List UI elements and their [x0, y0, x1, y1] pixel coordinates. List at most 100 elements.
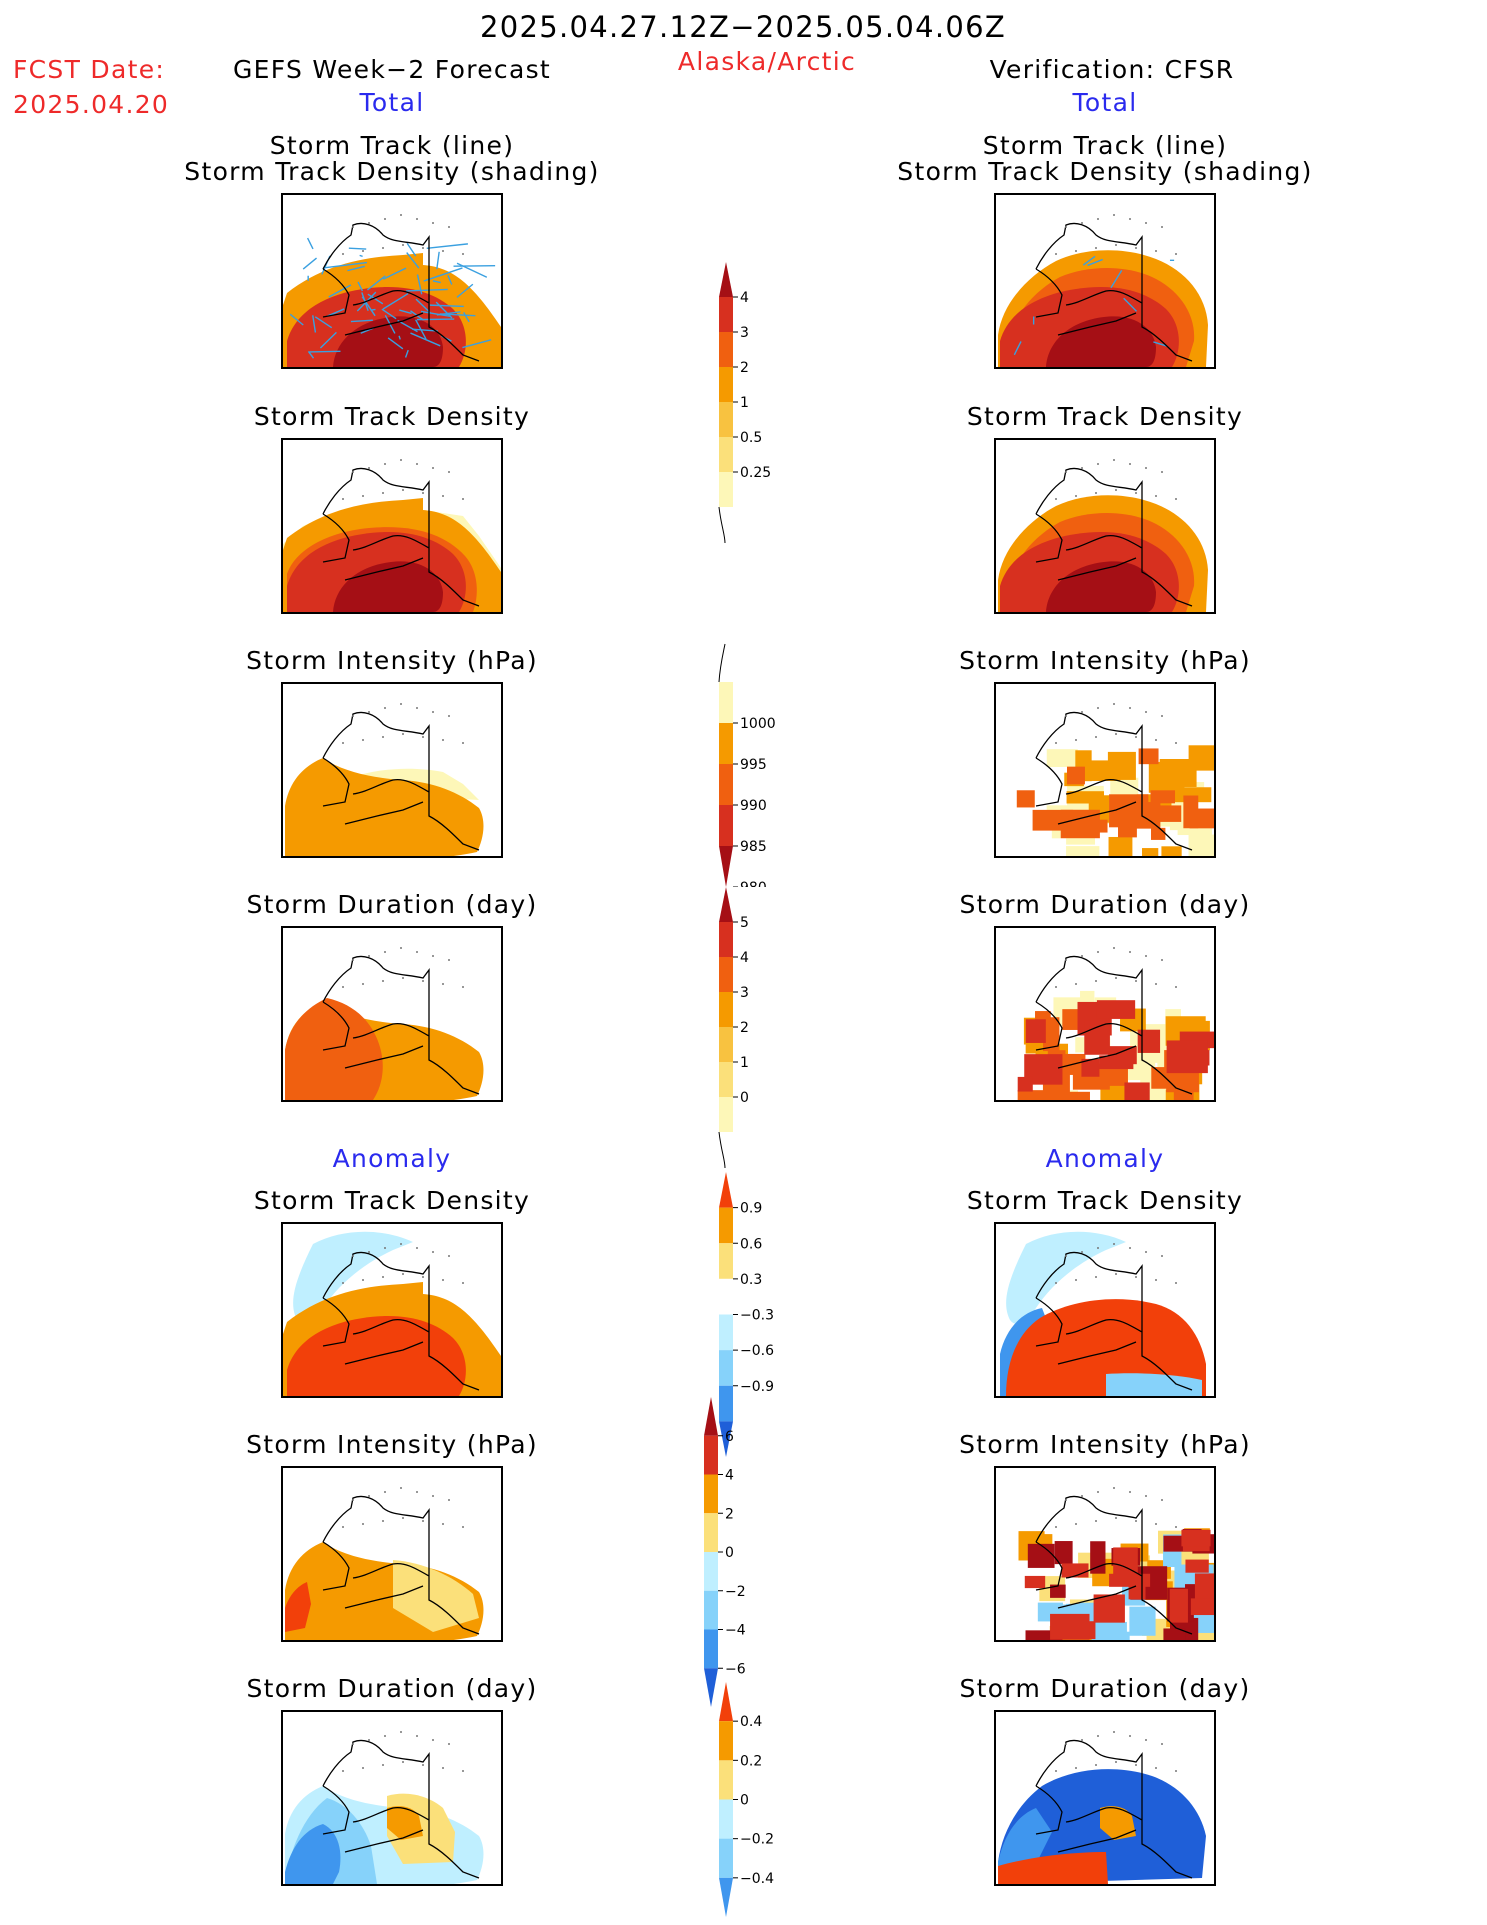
- colorbar-duration-total-label-6: 0: [740, 1090, 749, 1106]
- map-anom-duration-verification-coastline: [1035, 1739, 1193, 1879]
- title-anom-intensity-left: Storm Intensity (hPa): [246, 1430, 538, 1459]
- colorbar-density-total-tail: [718, 506, 726, 544]
- colorbar-anom-intensity-label-4: 0: [725, 1545, 734, 1561]
- forecast-column-title: GEFS Week−2 Forecast: [232, 55, 552, 84]
- colorbar-anom-intensity-label-1: 6: [725, 1429, 734, 1445]
- colorbar-anom-density-label-4: −0.3: [740, 1308, 774, 1324]
- map-duration-verification-coastline: [1035, 955, 1193, 1095]
- colorbar-intensity-total-label-1: 1000: [740, 716, 776, 732]
- map-track-forecast-graticule: [342, 214, 464, 255]
- colorbar-anom-density-segment-2: [719, 1207, 733, 1244]
- total-label-left: Total: [359, 88, 425, 117]
- colorbar-density-total-label-6: 0.25: [740, 465, 771, 481]
- colorbar-duration-total-label-2: 4: [740, 950, 749, 966]
- colorbar-duration-total: 5 4 3 2 1 0: [718, 887, 749, 1169]
- colorbar-intensity-total-segment-2: [719, 723, 733, 764]
- map-track-verification-coastline: [1035, 222, 1193, 362]
- map-intensity-verification-coastline: [1035, 711, 1193, 851]
- colorbar-anom-intensity-segment-6: [704, 1590, 718, 1630]
- title-track-shading-left: Storm Track Density (shading): [184, 157, 600, 186]
- period-title: 2025.04.27.12Z−2025.05.04.06Z: [479, 10, 1007, 44]
- colorbar-duration-total-segment-7: [719, 1097, 733, 1132]
- colorbar-duration-total-segment-4: [719, 992, 733, 1027]
- map-anom-duration-forecast-layer-deep-west: [285, 1824, 341, 1884]
- title-duration-right: Storm Duration (day): [959, 890, 1251, 919]
- map-anom-duration-forecast: [281, 1710, 503, 1886]
- colorbar-anom-intensity: 6 4 2 0 −2 −4 −6: [704, 1397, 746, 1707]
- title-intensity-right: Storm Intensity (hPa): [959, 646, 1251, 675]
- colorbar-anom-duration-segment-6: [719, 1877, 733, 1917]
- anomaly-label-right: Anomaly: [1045, 1144, 1165, 1173]
- colorbar-anom-density-label-1: 0.9: [740, 1201, 762, 1217]
- map-anom-intensity-forecast-graticule: [342, 1487, 464, 1528]
- colorbar-intensity-total-segment-3: [719, 764, 733, 805]
- title-anom-duration-right: Storm Duration (day): [959, 1674, 1251, 1703]
- colorbar-anom-intensity-segment-5: [704, 1552, 718, 1591]
- map-anom-density-forecast-coastline: [322, 1251, 480, 1391]
- map-anom-density-verification: [994, 1222, 1216, 1398]
- colorbar-duration-total-label-1: 5: [740, 915, 749, 931]
- colorbar-intensity-total-label-2: 995: [740, 757, 767, 773]
- colorbar-duration-total-label-3: 3: [740, 985, 749, 1001]
- map-density-forecast-layer-dark-core: [333, 561, 443, 612]
- fcst-date-value: 2025.04.20: [13, 90, 170, 119]
- colorbar-density-total-segment-3: [719, 332, 733, 367]
- map-density-forecast: [281, 438, 503, 614]
- map-track-verification-layer-dark-core: [1046, 316, 1156, 367]
- map-intensity-verification: [994, 682, 1216, 858]
- title-anom-density-left: Storm Track Density: [253, 1186, 531, 1215]
- colorbar-density-total-segment-6: [719, 437, 733, 472]
- colorbar-anom-density-segment-8: [719, 1421, 733, 1457]
- colorbar-anom-duration-segment-5: [719, 1838, 733, 1878]
- title-track-line-left: Storm Track (line): [269, 131, 515, 160]
- total-label-right: Total: [1072, 88, 1138, 117]
- map-anom-duration-verification-graticule: [1055, 1731, 1177, 1772]
- map-duration-verification-layer-red-cells: [1017, 1000, 1214, 1100]
- colorbar-anom-duration-label-5: −0.4: [740, 1871, 774, 1887]
- colorbar-intensity-total-segment-5: [719, 846, 733, 887]
- colorbar-anom-density-segment-5: [719, 1314, 733, 1351]
- title-track-shading-right: Storm Track Density (shading): [897, 157, 1313, 186]
- colorbar-intensity-total-label-3: 990: [740, 798, 767, 814]
- map-anom-intensity-forecast-coastline: [322, 1495, 480, 1635]
- colorbar-density-total-label-4: 1: [740, 395, 749, 411]
- colorbar-density-total-label-5: 0.5: [740, 430, 762, 446]
- colorbar-duration-total-segment-1: [719, 887, 733, 922]
- colorbar-anom-intensity-segment-2: [704, 1435, 718, 1475]
- colorbar-anom-density-label-5: −0.6: [740, 1343, 774, 1359]
- colorbar-density-total-segment-2: [719, 297, 733, 332]
- map-anom-density-verification-graticule: [1055, 1243, 1177, 1284]
- colorbar-anom-intensity-segment-7: [704, 1629, 718, 1669]
- title-density-left: Storm Track Density: [253, 402, 531, 431]
- map-intensity-forecast-graticule: [342, 703, 464, 744]
- colorbar-anom-duration-label-3: 0: [740, 1793, 749, 1809]
- map-anom-density-verification-layer-red-fan: [1006, 1299, 1206, 1396]
- title-track-line-right: Storm Track (line): [982, 131, 1228, 160]
- colorbar-intensity-total-segment-1: [719, 682, 733, 723]
- map-duration-forecast-graticule: [342, 947, 464, 988]
- colorbar-anom-intensity-label-7: −6: [725, 1661, 746, 1677]
- colorbar-duration-total-label-4: 2: [740, 1020, 749, 1036]
- colorbar-intensity-total: 1000 995 990 985 980: [718, 643, 776, 887]
- map-anom-duration-verification-layer-center-amber: [1100, 1806, 1136, 1840]
- colorbar-duration-total-tail: [718, 1131, 726, 1169]
- colorbar-density-total-label-1: 4: [740, 290, 749, 306]
- colorbar-duration-total-segment-6: [719, 1062, 733, 1097]
- title-anom-density-right: Storm Track Density: [966, 1186, 1244, 1215]
- map-density-verification-layer-dark-core: [1046, 561, 1156, 612]
- map-anom-intensity-forecast-layer-yellow-east: [393, 1560, 479, 1632]
- colorbar-density-total-label-3: 2: [740, 360, 749, 376]
- colorbar-anom-duration-label-1: 0.4: [740, 1714, 762, 1730]
- colorbar-anom-density-segment-4: [719, 1278, 733, 1315]
- colorbar-anom-duration-segment-3: [719, 1760, 733, 1800]
- colorbar-anom-density-segment-7: [719, 1385, 733, 1422]
- map-anom-intensity-verification: [994, 1466, 1216, 1642]
- title-duration-left: Storm Duration (day): [246, 890, 538, 919]
- title-anom-duration-left: Storm Duration (day): [246, 1674, 538, 1703]
- map-anom-duration-forecast-graticule: [342, 1731, 464, 1772]
- fcst-date-label: FCST Date:: [13, 55, 166, 84]
- map-duration-verification: [994, 926, 1216, 1102]
- map-anom-density-verification-coastline: [1035, 1251, 1193, 1391]
- title-intensity-left: Storm Intensity (hPa): [246, 646, 538, 675]
- map-density-forecast-graticule: [342, 459, 464, 500]
